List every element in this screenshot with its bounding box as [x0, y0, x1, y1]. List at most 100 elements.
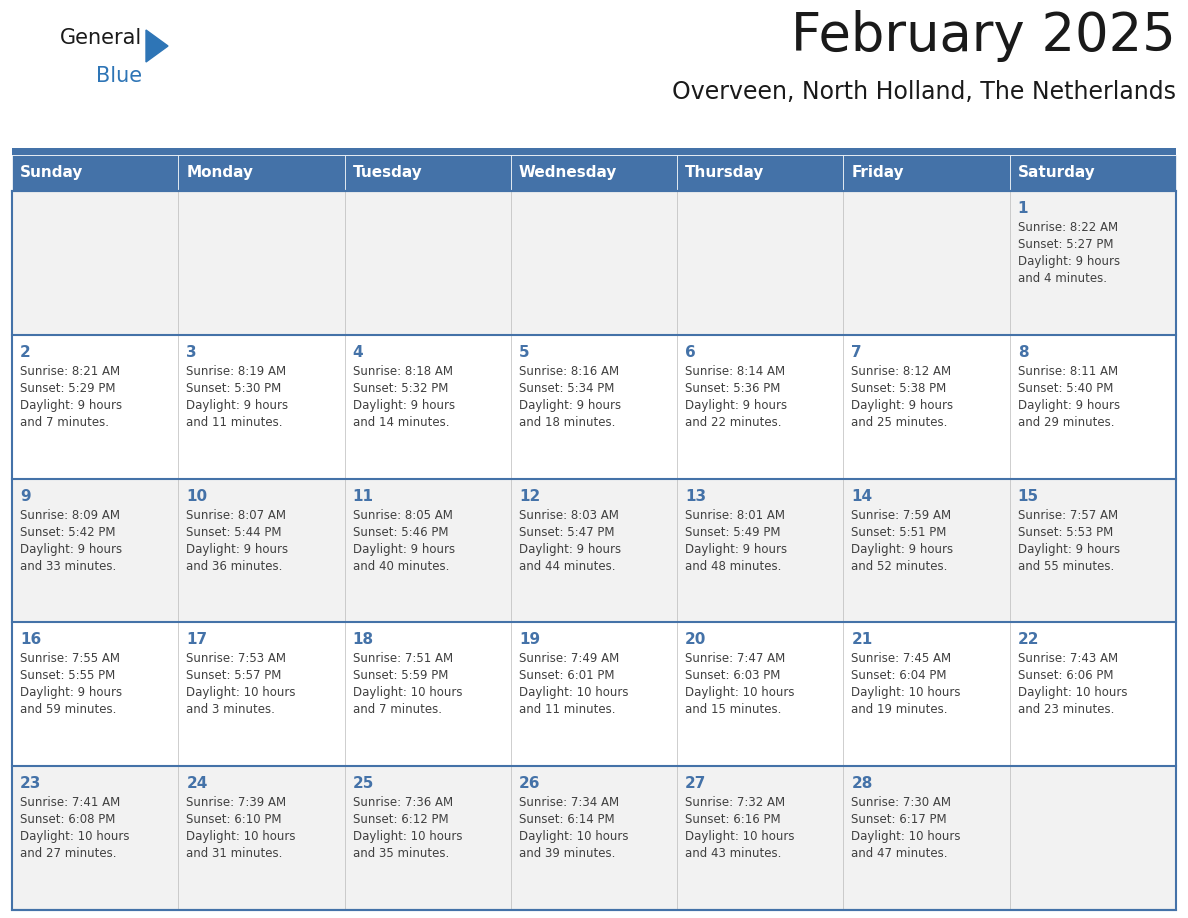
Text: 25: 25	[353, 777, 374, 791]
Text: Sunrise: 8:16 AM: Sunrise: 8:16 AM	[519, 364, 619, 378]
Text: Sunset: 5:47 PM: Sunset: 5:47 PM	[519, 526, 614, 539]
Text: Daylight: 9 hours: Daylight: 9 hours	[852, 398, 954, 412]
Text: Daylight: 10 hours: Daylight: 10 hours	[519, 687, 628, 700]
Text: Sunrise: 8:19 AM: Sunrise: 8:19 AM	[187, 364, 286, 378]
Bar	[12, 191, 1176, 910]
Text: and 43 minutes.: and 43 minutes.	[685, 847, 782, 860]
Text: and 3 minutes.: and 3 minutes.	[187, 703, 276, 716]
Bar	[677, 622, 843, 767]
Text: Sunrise: 8:18 AM: Sunrise: 8:18 AM	[353, 364, 453, 378]
Text: Daylight: 9 hours: Daylight: 9 hours	[20, 687, 122, 700]
Text: 2: 2	[20, 345, 31, 360]
Text: and 23 minutes.: and 23 minutes.	[1018, 703, 1114, 716]
Bar	[1010, 767, 1176, 910]
Text: Sunrise: 8:01 AM: Sunrise: 8:01 AM	[685, 509, 785, 521]
Text: Sunrise: 7:39 AM: Sunrise: 7:39 AM	[187, 796, 286, 809]
Text: 16: 16	[20, 633, 42, 647]
Text: Daylight: 9 hours: Daylight: 9 hours	[685, 543, 788, 555]
Text: Sunset: 6:17 PM: Sunset: 6:17 PM	[852, 813, 947, 826]
Text: and 44 minutes.: and 44 minutes.	[519, 560, 615, 573]
Text: Saturday: Saturday	[1018, 165, 1095, 181]
Text: and 40 minutes.: and 40 minutes.	[353, 560, 449, 573]
Bar	[178, 191, 345, 335]
Text: and 48 minutes.: and 48 minutes.	[685, 560, 782, 573]
Bar	[511, 622, 677, 767]
Bar	[511, 155, 677, 191]
Text: 7: 7	[852, 345, 862, 360]
Bar	[345, 191, 511, 335]
Bar	[677, 335, 843, 478]
Text: Sunrise: 7:57 AM: Sunrise: 7:57 AM	[1018, 509, 1118, 521]
Bar	[511, 478, 677, 622]
Bar	[345, 155, 511, 191]
Text: Sunrise: 7:49 AM: Sunrise: 7:49 AM	[519, 653, 619, 666]
Text: Daylight: 9 hours: Daylight: 9 hours	[1018, 543, 1120, 555]
Bar	[677, 191, 843, 335]
Text: and 15 minutes.: and 15 minutes.	[685, 703, 782, 716]
Text: Sunrise: 8:12 AM: Sunrise: 8:12 AM	[852, 364, 952, 378]
Text: Sunset: 5:34 PM: Sunset: 5:34 PM	[519, 382, 614, 395]
Text: 1: 1	[1018, 201, 1029, 216]
Text: and 4 minutes.: and 4 minutes.	[1018, 272, 1107, 285]
Text: Sunset: 6:16 PM: Sunset: 6:16 PM	[685, 813, 781, 826]
Bar	[12, 335, 178, 478]
Text: Wednesday: Wednesday	[519, 165, 618, 181]
Text: 28: 28	[852, 777, 873, 791]
Text: Daylight: 9 hours: Daylight: 9 hours	[1018, 398, 1120, 412]
Text: Thursday: Thursday	[685, 165, 765, 181]
Text: Sunrise: 7:30 AM: Sunrise: 7:30 AM	[852, 796, 952, 809]
Text: and 47 minutes.: and 47 minutes.	[852, 847, 948, 860]
Text: Sunset: 6:01 PM: Sunset: 6:01 PM	[519, 669, 614, 682]
Text: Sunset: 6:10 PM: Sunset: 6:10 PM	[187, 813, 282, 826]
Text: Sunset: 5:46 PM: Sunset: 5:46 PM	[353, 526, 448, 539]
Text: and 55 minutes.: and 55 minutes.	[1018, 560, 1114, 573]
Text: and 19 minutes.: and 19 minutes.	[852, 703, 948, 716]
Bar	[677, 155, 843, 191]
Text: Sunrise: 8:05 AM: Sunrise: 8:05 AM	[353, 509, 453, 521]
Text: Sunset: 6:12 PM: Sunset: 6:12 PM	[353, 813, 448, 826]
Bar	[12, 191, 178, 335]
Text: Sunrise: 8:21 AM: Sunrise: 8:21 AM	[20, 364, 120, 378]
Text: 12: 12	[519, 488, 541, 504]
Bar	[178, 155, 345, 191]
Text: and 27 minutes.: and 27 minutes.	[20, 847, 116, 860]
Text: 19: 19	[519, 633, 541, 647]
Text: Tuesday: Tuesday	[353, 165, 422, 181]
Text: Sunset: 5:51 PM: Sunset: 5:51 PM	[852, 526, 947, 539]
Bar	[843, 622, 1010, 767]
Text: Sunset: 5:40 PM: Sunset: 5:40 PM	[1018, 382, 1113, 395]
Text: Sunset: 5:55 PM: Sunset: 5:55 PM	[20, 669, 115, 682]
Text: Sunset: 6:04 PM: Sunset: 6:04 PM	[852, 669, 947, 682]
Text: Sunset: 5:57 PM: Sunset: 5:57 PM	[187, 669, 282, 682]
Text: Daylight: 9 hours: Daylight: 9 hours	[353, 543, 455, 555]
Text: Sunrise: 7:34 AM: Sunrise: 7:34 AM	[519, 796, 619, 809]
Text: Daylight: 9 hours: Daylight: 9 hours	[187, 543, 289, 555]
Text: Sunset: 6:06 PM: Sunset: 6:06 PM	[1018, 669, 1113, 682]
Bar	[178, 335, 345, 478]
Bar	[1010, 478, 1176, 622]
Text: Monday: Monday	[187, 165, 253, 181]
Bar	[1010, 191, 1176, 335]
Bar	[345, 478, 511, 622]
Text: and 11 minutes.: and 11 minutes.	[187, 416, 283, 429]
Text: Daylight: 9 hours: Daylight: 9 hours	[20, 398, 122, 412]
Text: Daylight: 9 hours: Daylight: 9 hours	[685, 398, 788, 412]
Bar	[843, 191, 1010, 335]
Text: 8: 8	[1018, 345, 1029, 360]
Bar	[1010, 155, 1176, 191]
Text: Daylight: 10 hours: Daylight: 10 hours	[353, 687, 462, 700]
Text: 4: 4	[353, 345, 364, 360]
Text: Sunrise: 7:32 AM: Sunrise: 7:32 AM	[685, 796, 785, 809]
Text: 23: 23	[20, 777, 42, 791]
Text: Sunset: 5:42 PM: Sunset: 5:42 PM	[20, 526, 115, 539]
Text: Sunset: 5:53 PM: Sunset: 5:53 PM	[1018, 526, 1113, 539]
Text: Sunset: 5:27 PM: Sunset: 5:27 PM	[1018, 238, 1113, 251]
Text: Daylight: 9 hours: Daylight: 9 hours	[1018, 255, 1120, 268]
Text: Sunset: 6:14 PM: Sunset: 6:14 PM	[519, 813, 614, 826]
Bar	[178, 622, 345, 767]
Text: Sunrise: 8:14 AM: Sunrise: 8:14 AM	[685, 364, 785, 378]
Text: Daylight: 9 hours: Daylight: 9 hours	[852, 543, 954, 555]
Text: Sunset: 5:29 PM: Sunset: 5:29 PM	[20, 382, 115, 395]
Text: February 2025: February 2025	[791, 10, 1176, 62]
Text: Daylight: 10 hours: Daylight: 10 hours	[519, 830, 628, 844]
